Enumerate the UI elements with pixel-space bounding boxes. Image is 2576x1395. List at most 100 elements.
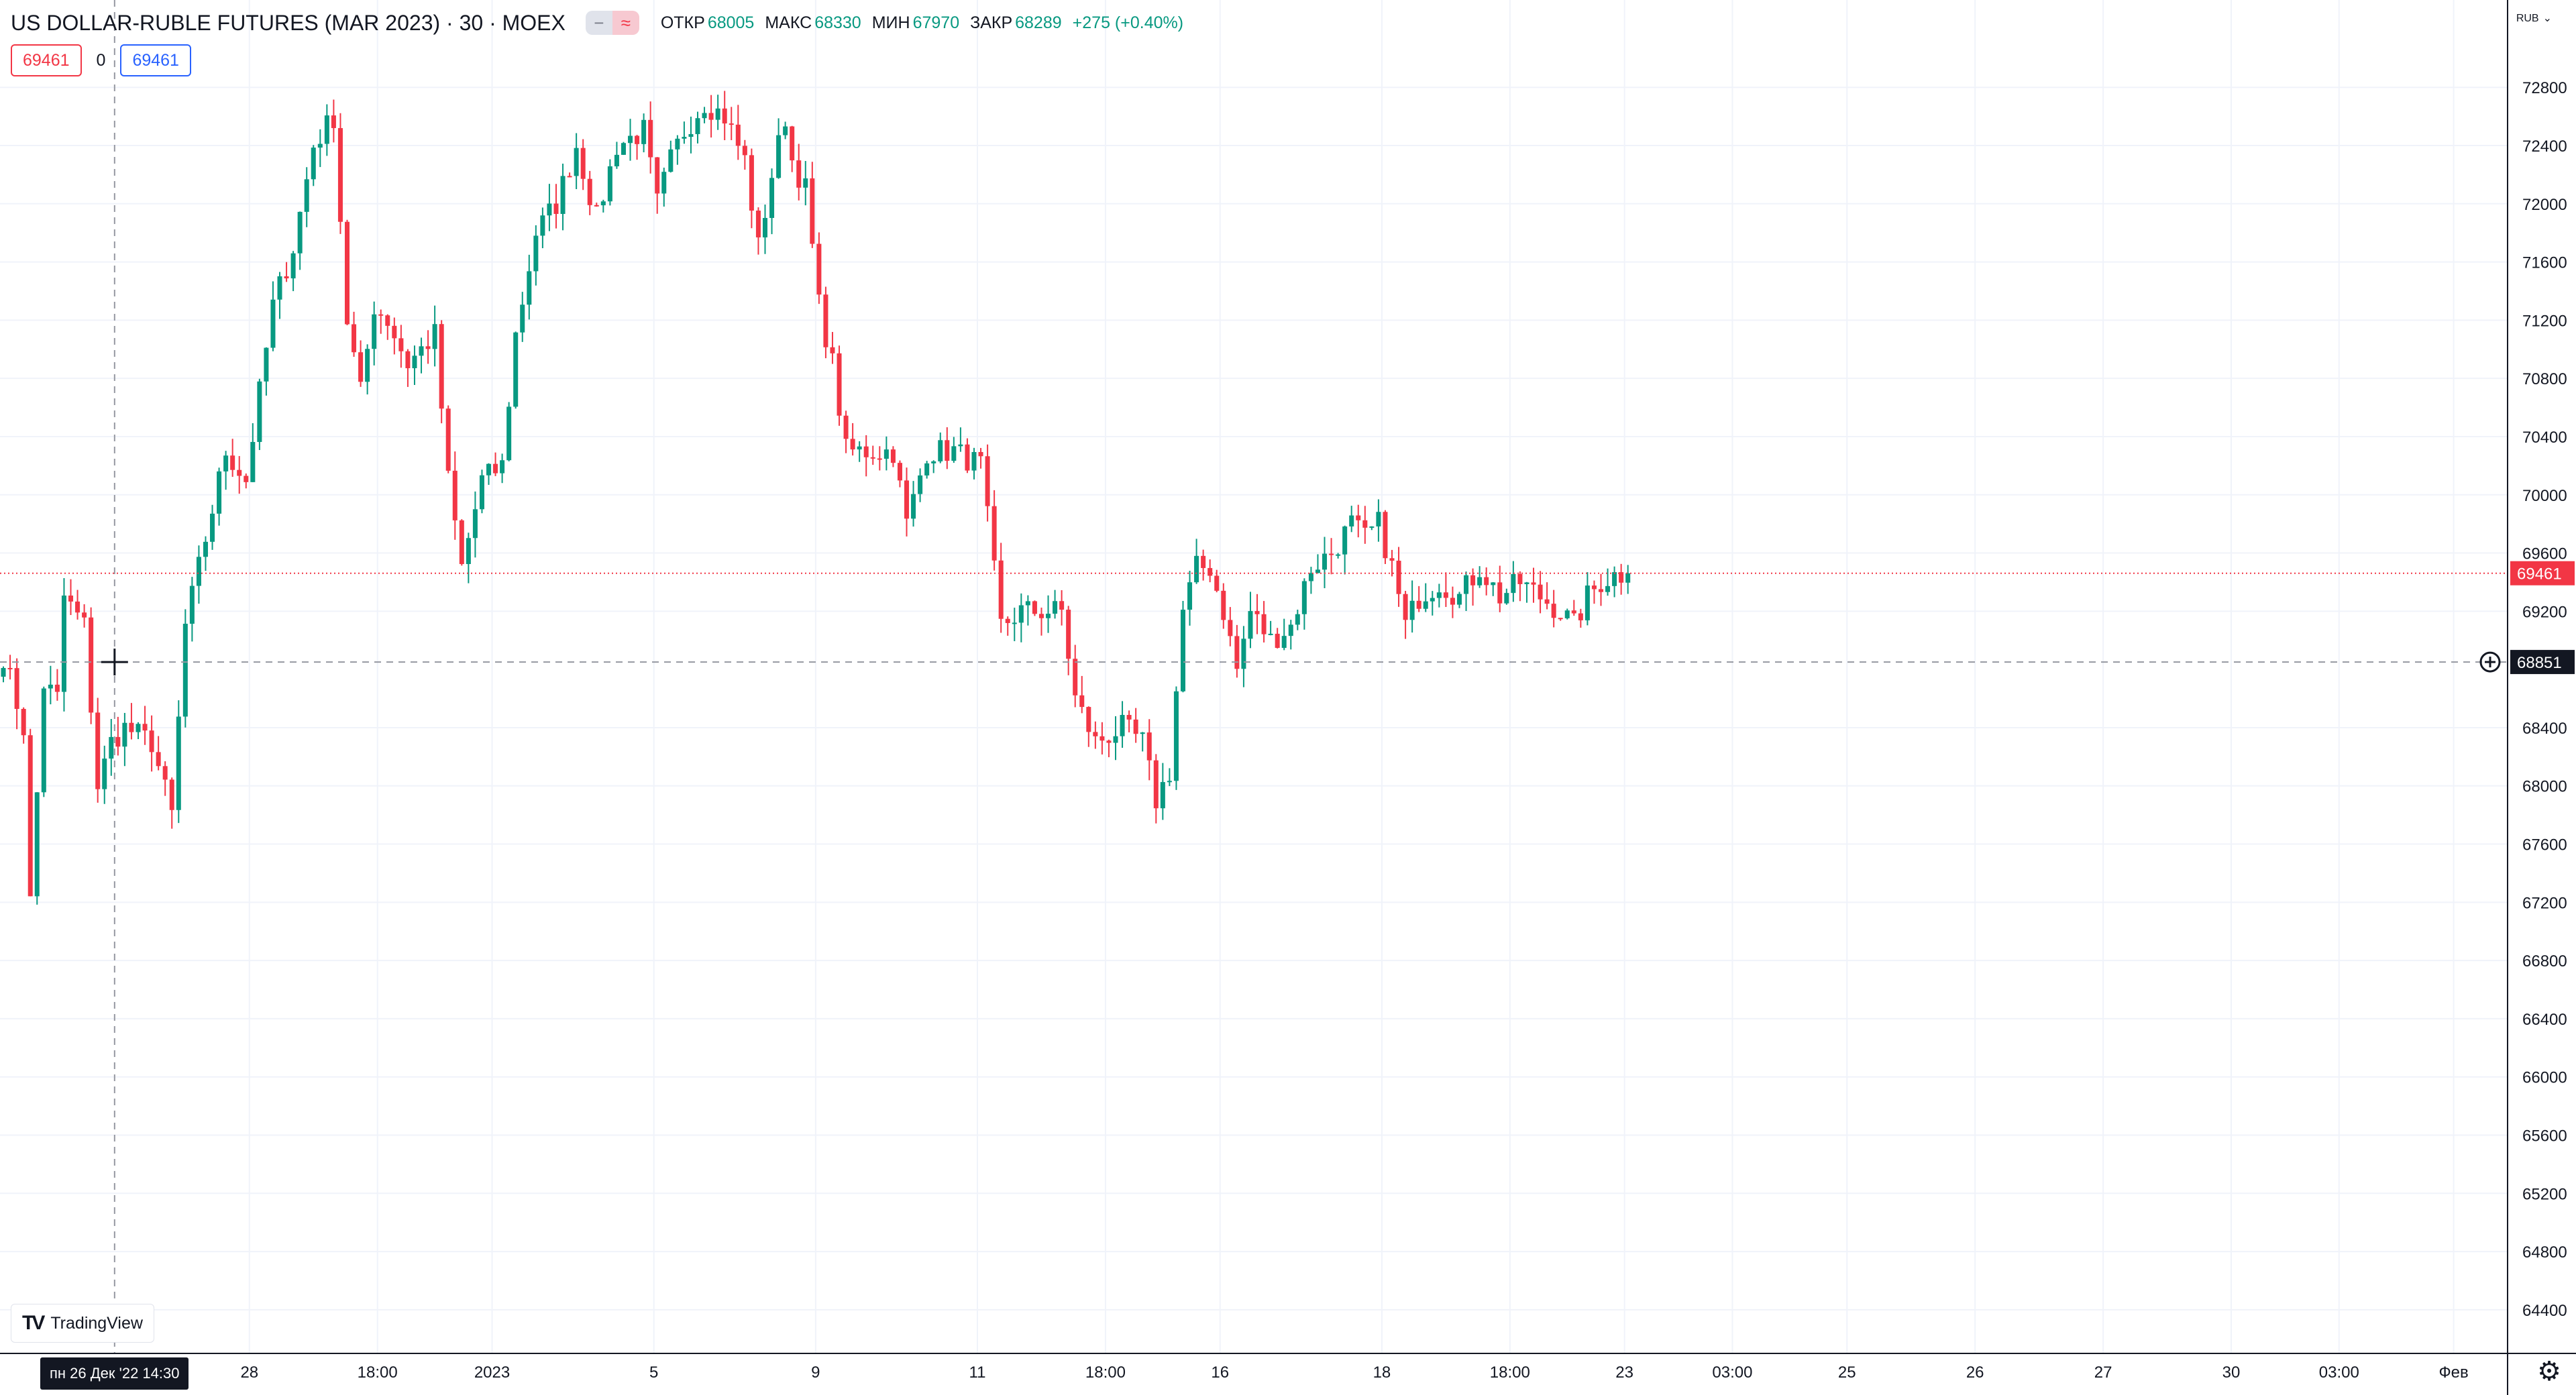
candle-body bbox=[1403, 594, 1408, 620]
candle-body bbox=[1079, 695, 1085, 708]
candle-body bbox=[270, 299, 276, 348]
candle-body bbox=[985, 456, 990, 506]
candle-body bbox=[1248, 611, 1253, 639]
ohlc-values: ОТКР 68005 МАКС 68330 МИН 67970 ЗАКР 68289 +… bbox=[661, 13, 1183, 33]
candle-body bbox=[682, 137, 687, 139]
candle-body bbox=[466, 538, 471, 565]
tradingview-logo[interactable]: TV TradingView bbox=[11, 1304, 154, 1343]
collapse-icon[interactable]: − bbox=[585, 11, 612, 35]
candle-body bbox=[304, 179, 309, 212]
candle-body bbox=[1470, 575, 1476, 585]
open-label: ОТКР bbox=[660, 13, 705, 32]
approx-icon[interactable]: ≈ bbox=[612, 11, 639, 35]
candle-body bbox=[1497, 582, 1503, 604]
candle-body bbox=[1356, 515, 1361, 520]
candle-body bbox=[580, 148, 586, 179]
candle-body bbox=[344, 221, 350, 325]
candle-body bbox=[405, 351, 411, 369]
time-tick-label: 18:00 bbox=[1085, 1363, 1126, 1382]
candle-body bbox=[365, 349, 370, 382]
symbol-title[interactable]: US DOLLAR-RUBLE FUTURES (MAR 2023) · 30 … bbox=[11, 10, 566, 35]
candle-body bbox=[823, 294, 828, 347]
candle-body bbox=[284, 276, 289, 279]
candle-body bbox=[196, 557, 201, 586]
gear-icon[interactable]: ⚙ bbox=[2537, 1357, 2561, 1386]
candle-body bbox=[472, 509, 478, 539]
currency-selector[interactable]: RUB ⌄ bbox=[2512, 8, 2552, 25]
candle-body bbox=[1517, 573, 1523, 584]
candle-body bbox=[109, 736, 114, 759]
time-tick-label: 25 bbox=[1838, 1363, 1856, 1382]
candle-body bbox=[1234, 636, 1240, 669]
candle-body bbox=[1025, 601, 1030, 606]
price-tick-label: 69200 bbox=[2522, 603, 2567, 621]
last-price-tag bbox=[2510, 561, 2575, 585]
time-tick-label: 16 bbox=[1211, 1363, 1229, 1382]
add-alert-icon bbox=[2479, 651, 2501, 673]
price-tick-label: 66400 bbox=[2522, 1011, 2567, 1029]
price-tick-label: 65200 bbox=[2522, 1185, 2567, 1203]
candle-body bbox=[1362, 520, 1368, 528]
candle-body bbox=[1416, 600, 1421, 609]
candle-body bbox=[648, 119, 653, 158]
candle-body bbox=[1140, 732, 1145, 734]
candle-body bbox=[48, 684, 53, 689]
sell-button[interactable]: 69461 bbox=[11, 44, 82, 76]
candle-body bbox=[1133, 719, 1138, 734]
candle-body bbox=[506, 406, 512, 461]
candle-body bbox=[1221, 590, 1226, 620]
candle-body bbox=[1315, 569, 1320, 573]
time-axis[interactable]: 28 18:00 2023 5 9 11 18:00 16 18 18:00 23 03:00 25 26… bbox=[0, 1353, 2576, 1382]
price-tick-label: 70800 bbox=[2522, 370, 2567, 388]
candle-body bbox=[1409, 600, 1415, 620]
candle-body bbox=[425, 346, 431, 349]
candle-body bbox=[1564, 610, 1570, 618]
time-tick-label: 2023 bbox=[474, 1363, 510, 1382]
candle-body bbox=[729, 123, 734, 125]
time-tick-label: 18:00 bbox=[1490, 1363, 1530, 1382]
candle-body bbox=[1430, 598, 1435, 602]
candle-body bbox=[75, 601, 80, 613]
candle-body bbox=[641, 119, 647, 144]
candle-body bbox=[1336, 554, 1341, 556]
candle-body bbox=[742, 146, 747, 156]
candle-body bbox=[1342, 526, 1348, 555]
candle-body bbox=[600, 201, 606, 206]
candle-body bbox=[1436, 592, 1442, 598]
chart-overlays bbox=[0, 0, 2508, 1353]
low-label: МИН bbox=[871, 13, 910, 32]
candle-body bbox=[1619, 572, 1624, 583]
price-tick-label: 69600 bbox=[2522, 545, 2567, 563]
candle-body bbox=[762, 217, 768, 237]
candle-body bbox=[661, 172, 667, 194]
candle-body bbox=[1180, 610, 1186, 691]
candle-body bbox=[527, 271, 532, 305]
candle-body bbox=[688, 133, 694, 137]
price-axis[interactable]: 72800 72400 72000 71600 71200 70800 70400 70000… bbox=[2479, 0, 2575, 1395]
price-tick-label: 72400 bbox=[2522, 137, 2567, 156]
time-tick-label: 27 bbox=[2094, 1363, 2112, 1382]
price-tick-label: 66800 bbox=[2522, 952, 2567, 970]
candle-body bbox=[991, 506, 997, 561]
time-tick-label: 11 bbox=[969, 1363, 986, 1382]
close-value: 68289 bbox=[1015, 13, 1062, 32]
candle-body bbox=[978, 451, 983, 457]
candle-body bbox=[203, 541, 208, 557]
candle-body bbox=[931, 461, 936, 463]
candle-body bbox=[924, 463, 930, 476]
buy-button[interactable]: 69461 bbox=[120, 44, 191, 76]
candle-body bbox=[162, 766, 168, 780]
candle-body bbox=[668, 149, 674, 172]
candle-body bbox=[1208, 567, 1213, 576]
candle-body bbox=[223, 455, 229, 471]
crosshair-time-label: пн 26 Дек '22 14:30 bbox=[40, 1357, 189, 1390]
candle-body bbox=[385, 315, 390, 326]
candle-body bbox=[607, 166, 612, 202]
candle-body bbox=[136, 724, 141, 732]
candle-body bbox=[82, 612, 87, 618]
candle-body bbox=[210, 513, 215, 542]
chart-legend: US DOLLAR-RUBLE FUTURES (MAR 2023) · 30 … bbox=[11, 7, 1183, 39]
candle-body bbox=[1120, 714, 1125, 736]
candle-body bbox=[796, 160, 802, 188]
